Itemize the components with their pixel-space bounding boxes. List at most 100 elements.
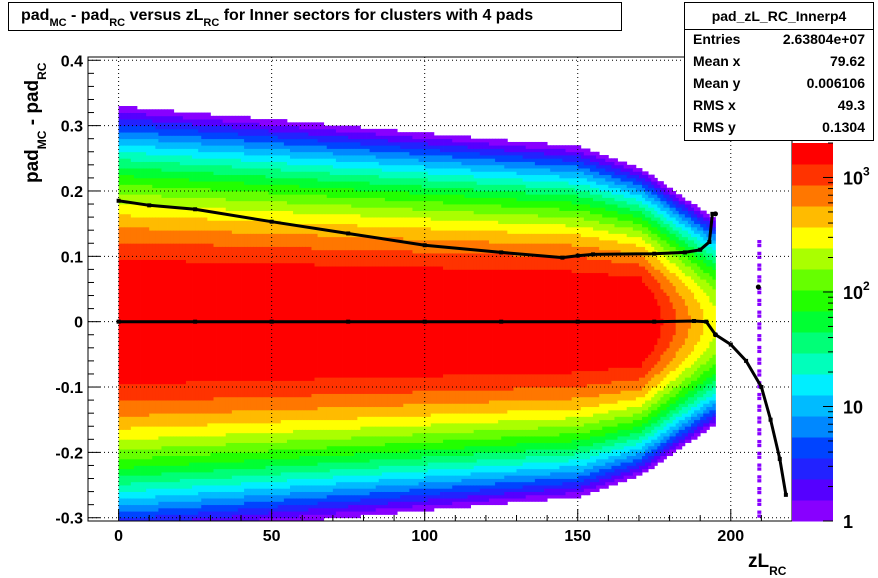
heatmap-cell [522, 200, 527, 208]
heatmap-cell [345, 445, 349, 457]
heatmap-cell [559, 419, 563, 427]
heatmap-cell [375, 174, 380, 185]
heatmap-cell [164, 507, 168, 515]
heatmap-cell [335, 406, 340, 421]
heatmap-cell [433, 187, 438, 195]
heatmap-cell [195, 478, 199, 486]
heatmap-cell [436, 187, 441, 195]
heatmap-cell [534, 494, 539, 502]
heatmap-cell [433, 194, 438, 202]
heatmap-cell [290, 158, 294, 166]
heatmap-cell [372, 406, 377, 417]
heatmap-cell [440, 481, 444, 489]
heatmap-cell [326, 455, 331, 463]
heatmap-cell [308, 507, 312, 515]
heatmap-cell [366, 504, 370, 512]
heatmap-cell [225, 164, 230, 176]
heatmap-cell [397, 135, 401, 143]
heatmap-cell [531, 436, 536, 443]
heatmap-cell [449, 187, 453, 195]
heatmap-cell [541, 174, 545, 182]
heatmap-cell [446, 413, 450, 424]
heatmap-cell [387, 249, 392, 267]
heatmap-cell [501, 171, 505, 179]
heatmap-cell [296, 125, 300, 133]
heatmap-cell [158, 507, 162, 515]
heatmap-cell [403, 507, 407, 512]
heatmap-cell [421, 138, 426, 143]
heatmap-cell [513, 145, 517, 153]
heatmap-cell [430, 253, 435, 267]
heatmap-cell [467, 239, 472, 254]
heatmap-cell [363, 481, 367, 489]
heatmap-cell [485, 485, 490, 489]
heatmap-cell [140, 475, 144, 483]
heatmap-cell [553, 400, 557, 411]
heatmap-cell [556, 164, 560, 172]
heatmap-cell [378, 197, 383, 208]
heatmap-cell [127, 383, 132, 401]
heatmap-cell [369, 145, 374, 153]
heatmap-cell [314, 151, 318, 159]
heatmap-cell [121, 449, 126, 460]
heatmap-cell [237, 485, 242, 492]
heatmap-cell [345, 141, 349, 149]
heatmap-cell [498, 413, 502, 421]
heatmap-cell [323, 406, 328, 421]
heatmap-cell [467, 148, 472, 153]
heatmap-cell [406, 393, 410, 404]
heatmap-cell [473, 171, 478, 179]
heatmap-cell [427, 187, 432, 195]
heatmap-cell [280, 177, 285, 185]
heatmap-cell [476, 465, 481, 473]
heatmap-cell [247, 233, 251, 247]
heatmap-cell [559, 494, 563, 499]
heatmap-cell [277, 449, 282, 460]
heatmap-cell [283, 148, 288, 156]
heatmap-cell [305, 455, 309, 466]
heatmap-cell [446, 468, 450, 476]
heatmap-cell [510, 253, 514, 270]
heatmap-cell [271, 501, 276, 509]
heatmap-cell [473, 213, 478, 221]
heatmap-cell [335, 249, 340, 267]
heatmap-cell [507, 233, 511, 244]
heatmap-cell [222, 220, 227, 231]
heatmap-cell [158, 436, 162, 450]
heatmap-cell [277, 504, 282, 512]
heatmap-cell [268, 494, 273, 502]
heatmap-cell [155, 449, 159, 457]
heatmap-cell [305, 498, 309, 506]
heatmap-cell [271, 481, 276, 489]
heatmap-cell [409, 177, 413, 185]
heatmap-cell [381, 207, 386, 218]
heatmap-cell [544, 194, 548, 202]
heatmap-cell [234, 128, 239, 133]
heatmap-cell [501, 390, 505, 401]
heatmap-cell [513, 184, 517, 192]
heatmap-cell [537, 181, 542, 189]
heatmap-cell [479, 458, 484, 466]
heatmap-cell [152, 204, 156, 218]
heatmap-cell [556, 171, 560, 176]
heatmap-cell [127, 132, 132, 140]
heatmap-cell [440, 168, 444, 176]
heatmap-cell [384, 504, 389, 509]
heatmap-cell [516, 442, 520, 453]
heatmap-cell [130, 119, 135, 127]
heatmap-cell [461, 187, 465, 195]
heatmap-cell [207, 445, 211, 457]
heatmap-cell [421, 141, 426, 149]
heatmap-cell [167, 465, 172, 473]
heatmap-cell [299, 396, 303, 411]
heatmap-cell [400, 471, 404, 479]
heatmap-cell [293, 511, 297, 519]
heatmap-cell [495, 145, 499, 149]
heatmap-cell [185, 465, 190, 473]
heatmap-cell [449, 491, 453, 499]
heatmap-cell [247, 161, 251, 169]
heatmap-cell [329, 455, 334, 463]
heatmap-cell [140, 226, 144, 244]
heatmap-cell [237, 442, 242, 453]
heatmap-cell [492, 390, 496, 401]
